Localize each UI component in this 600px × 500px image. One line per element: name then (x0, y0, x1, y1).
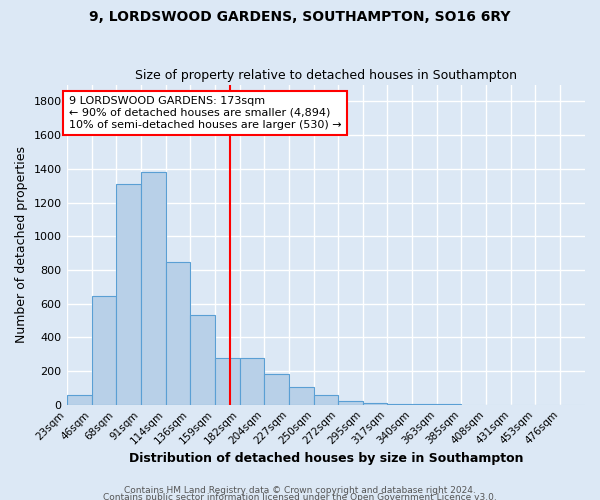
Bar (363, 403, 387, 404)
Bar (314, 396, 338, 404)
Bar (240, 358, 263, 405)
Text: Contains HM Land Registry data © Crown copyright and database right 2024.: Contains HM Land Registry data © Crown c… (124, 486, 476, 495)
Bar (140, 172, 166, 404)
Bar (190, 316, 215, 404)
Bar (116, 184, 140, 404)
Bar (263, 374, 289, 404)
Bar (67, 396, 92, 404)
Text: 9, LORDSWOOD GARDENS, SOUTHAMPTON, SO16 6RY: 9, LORDSWOOD GARDENS, SOUTHAMPTON, SO16 … (89, 10, 511, 24)
Text: 9 LORDSWOOD GARDENS: 173sqm
← 90% of detached houses are smaller (4,894)
10% of : 9 LORDSWOOD GARDENS: 173sqm ← 90% of det… (69, 96, 341, 130)
Y-axis label: Number of detached properties: Number of detached properties (15, 146, 28, 343)
Bar (215, 358, 240, 405)
X-axis label: Distribution of detached houses by size in Southampton: Distribution of detached houses by size … (128, 452, 523, 465)
Bar (289, 387, 314, 404)
Bar (338, 400, 363, 404)
Bar (92, 296, 116, 405)
Bar (166, 262, 190, 404)
Text: Contains public sector information licensed under the Open Government Licence v3: Contains public sector information licen… (103, 494, 497, 500)
Title: Size of property relative to detached houses in Southampton: Size of property relative to detached ho… (135, 69, 517, 82)
